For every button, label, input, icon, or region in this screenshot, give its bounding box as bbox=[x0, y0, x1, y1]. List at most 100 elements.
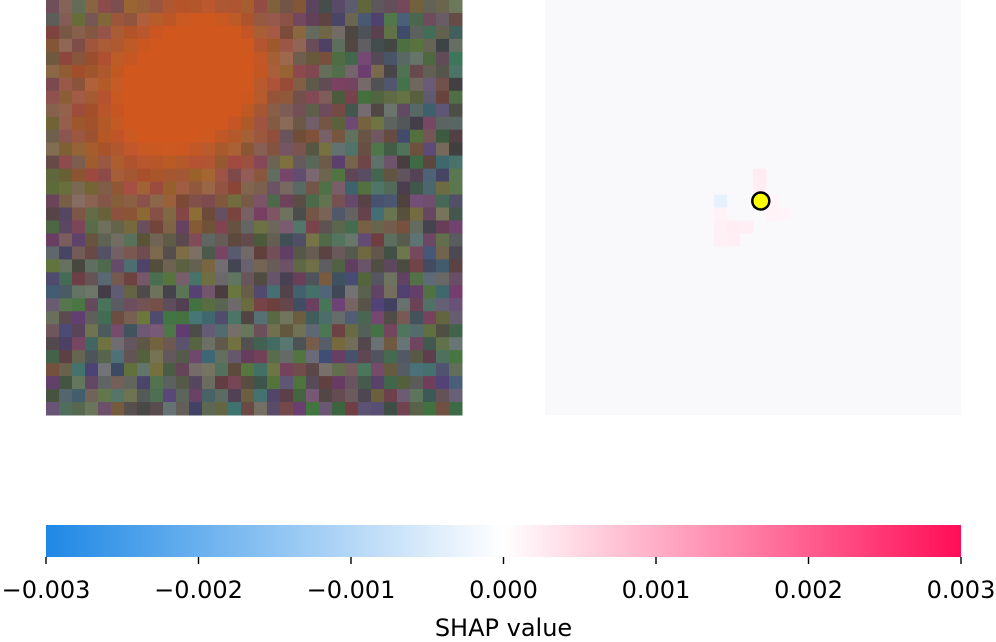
image-pixel bbox=[319, 246, 333, 260]
image-pixel bbox=[332, 155, 346, 170]
image-pixel bbox=[72, 402, 86, 416]
image-pixel bbox=[358, 0, 372, 14]
image-pixel bbox=[202, 129, 216, 144]
image-pixel bbox=[163, 363, 177, 377]
image-pixel bbox=[228, 51, 242, 66]
image-pixel bbox=[293, 363, 307, 377]
image-pixel bbox=[98, 12, 112, 27]
image-pixel bbox=[163, 168, 177, 183]
image-pixel bbox=[384, 207, 398, 221]
image-pixel bbox=[111, 51, 125, 66]
image-pixel bbox=[397, 181, 411, 196]
image-pixel bbox=[254, 246, 268, 260]
image-pixel bbox=[358, 350, 372, 364]
image-pixel bbox=[280, 389, 294, 403]
image-pixel bbox=[176, 181, 190, 196]
image-pixel bbox=[189, 38, 203, 53]
image-pixel bbox=[358, 402, 372, 416]
image-pixel bbox=[306, 142, 320, 157]
image-pixel bbox=[345, 38, 359, 53]
image-pixel bbox=[189, 90, 203, 105]
image-pixel bbox=[449, 272, 463, 286]
image-pixel bbox=[59, 324, 73, 338]
image-pixel bbox=[358, 220, 372, 234]
image-pixel bbox=[345, 376, 359, 390]
image-pixel bbox=[98, 207, 112, 221]
image-pixel bbox=[46, 298, 60, 312]
image-pixel bbox=[332, 181, 346, 196]
image-pixel bbox=[280, 272, 294, 286]
image-pixel bbox=[163, 51, 177, 66]
image-pixel bbox=[384, 25, 398, 40]
image-pixel bbox=[189, 389, 203, 403]
image-pixel bbox=[423, 246, 437, 260]
image-pixel bbox=[137, 129, 151, 144]
image-pixel bbox=[306, 402, 320, 416]
image-pixel bbox=[124, 103, 138, 118]
image-pixel bbox=[306, 116, 320, 131]
image-pixel bbox=[124, 38, 138, 53]
colorbar-tick-label: −0.003 bbox=[2, 576, 91, 604]
image-pixel bbox=[436, 259, 450, 273]
image-pixel bbox=[111, 285, 125, 299]
image-pixel bbox=[436, 155, 450, 170]
image-pixel bbox=[384, 324, 398, 338]
image-pixel bbox=[137, 90, 151, 105]
image-pixel bbox=[371, 311, 385, 325]
image-pixel bbox=[215, 363, 229, 377]
image-pixel bbox=[293, 116, 307, 131]
image-pixel bbox=[189, 12, 203, 27]
image-pixel bbox=[384, 77, 398, 92]
image-pixel bbox=[345, 51, 359, 66]
image-pixel bbox=[46, 77, 60, 92]
image-pixel bbox=[449, 25, 463, 40]
image-pixel bbox=[241, 12, 255, 27]
image-pixel bbox=[410, 272, 424, 286]
image-pixel bbox=[254, 272, 268, 286]
image-pixel bbox=[384, 298, 398, 312]
image-pixel bbox=[202, 116, 216, 131]
image-pixel bbox=[150, 194, 164, 208]
image-pixel bbox=[345, 0, 359, 14]
image-pixel bbox=[72, 77, 86, 92]
image-pixel bbox=[85, 142, 99, 157]
colorbar-label: SHAP value bbox=[435, 614, 572, 642]
image-pixel bbox=[98, 64, 112, 79]
image-pixel bbox=[436, 337, 450, 351]
image-pixel bbox=[293, 142, 307, 157]
image-pixel bbox=[202, 233, 216, 247]
image-pixel bbox=[98, 389, 112, 403]
image-pixel bbox=[85, 337, 99, 351]
image-pixel bbox=[397, 272, 411, 286]
image-pixel bbox=[319, 285, 333, 299]
image-pixel bbox=[371, 350, 385, 364]
image-pixel bbox=[111, 38, 125, 53]
image-pixel bbox=[293, 402, 307, 416]
image-pixel bbox=[98, 298, 112, 312]
image-pixel bbox=[111, 0, 125, 14]
image-pixel bbox=[397, 402, 411, 416]
image-pixel bbox=[202, 285, 216, 299]
image-pixel bbox=[111, 129, 125, 144]
image-pixel bbox=[371, 363, 385, 377]
image-pixel bbox=[384, 64, 398, 79]
image-pixel bbox=[267, 0, 281, 14]
image-pixel bbox=[98, 51, 112, 66]
image-pixel bbox=[163, 246, 177, 260]
image-pixel bbox=[150, 285, 164, 299]
shap-cell bbox=[766, 207, 780, 221]
image-pixel bbox=[85, 64, 99, 79]
image-pixel bbox=[280, 194, 294, 208]
image-pixel bbox=[163, 155, 177, 170]
image-pixel bbox=[384, 220, 398, 234]
image-pixel bbox=[124, 12, 138, 27]
image-pixel bbox=[410, 337, 424, 351]
image-pixel bbox=[410, 155, 424, 170]
image-pixel bbox=[163, 77, 177, 92]
image-pixel bbox=[280, 0, 294, 14]
image-pixel bbox=[111, 103, 125, 118]
image-pixel bbox=[371, 324, 385, 338]
image-pixel bbox=[124, 233, 138, 247]
image-pixel bbox=[384, 311, 398, 325]
image-pixel bbox=[176, 272, 190, 286]
